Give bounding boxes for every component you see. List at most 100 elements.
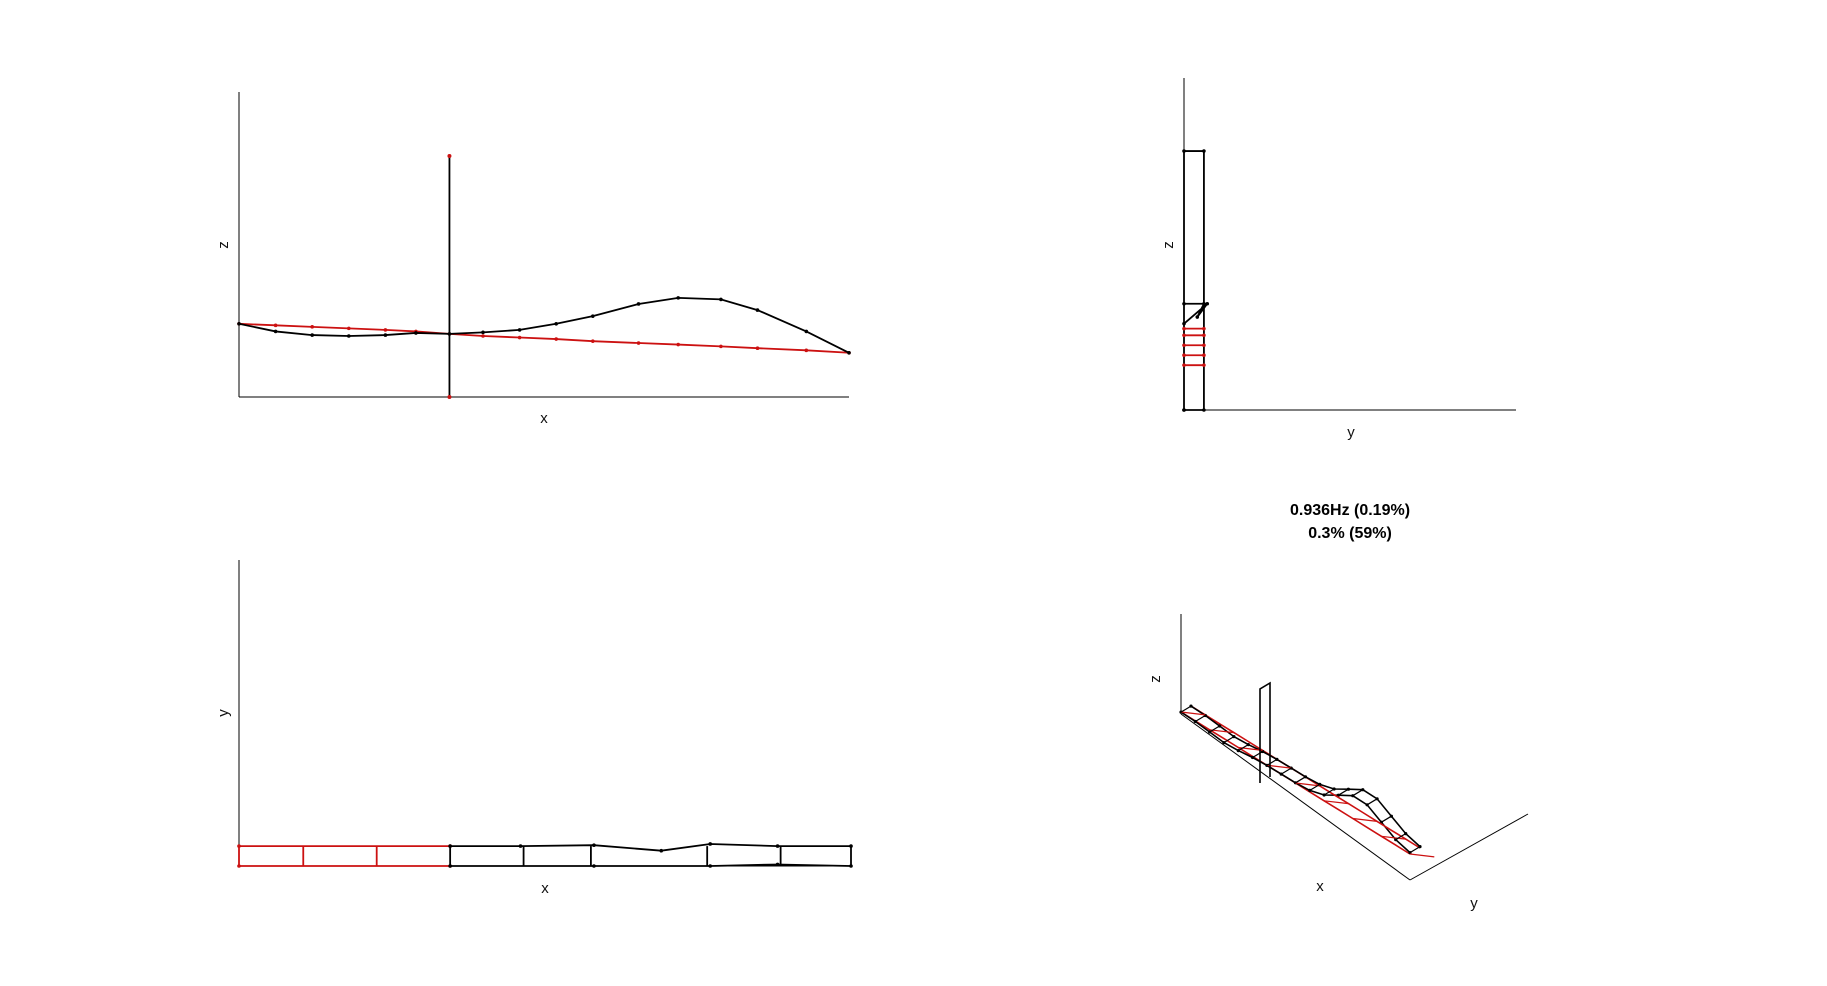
xy-deformed-series-2-point [775, 844, 780, 848]
iso-deformed-rung [1252, 750, 1263, 759]
xz-deformed-series-1-point [414, 331, 418, 335]
yz-xlabel: y [1347, 424, 1355, 441]
xz-deformed-series-1-point [347, 334, 351, 338]
xz-undeformed-series-0-point [481, 334, 485, 338]
xz-deformed-series-1-point [755, 308, 760, 312]
iso-deformed-rung [1381, 815, 1392, 823]
iso-y-axis [1409, 813, 1529, 881]
xy-deformed-series-2-point [659, 848, 664, 853]
yz-undeformed-series-6-point [1202, 326, 1206, 331]
figure-title-line-1: 0.936Hz (0.19%) [1290, 502, 1410, 519]
figure-title-line-2: 0.3% (59%) [1308, 525, 1392, 542]
iso-mast [1259, 681, 1271, 783]
yz-undeformed-series-3-point [1202, 353, 1206, 358]
xz-deformed-series-1-point [517, 328, 522, 332]
xz-deformed-series-1-point [481, 330, 485, 335]
iso-deformed-rung [1395, 833, 1407, 841]
yz-undeformed-series-3-point [1182, 353, 1186, 358]
yz-deformed-series-0-point [1202, 149, 1206, 153]
iso-deformed-rung [1266, 758, 1278, 766]
iso-deformed-rung [1295, 776, 1306, 784]
xy-deformed-series-3-point [708, 864, 713, 868]
xz-undeformed-series-0-point [517, 335, 522, 340]
xz-xlabel: x [540, 410, 548, 427]
iso-deformed-rung [1180, 705, 1192, 713]
iso-deformed-rung [1309, 783, 1321, 791]
xz-undeformed-series-0-point [347, 326, 351, 331]
iso-x-axis [1180, 713, 1411, 881]
iso-undeformed-brace [1266, 764, 1292, 769]
yz-deformed-series-1-point [1205, 301, 1210, 306]
xz-undeformed-series-0-point [383, 328, 388, 332]
iso-deformed-rung [1237, 744, 1249, 752]
xz-deformed-series-1-point [719, 297, 723, 302]
iso-series-group [1179, 681, 1435, 858]
yz-panel: y z [1160, 78, 1516, 441]
xz-series-group [237, 154, 851, 399]
xz-undeformed-series-0-point [310, 325, 315, 329]
xy-deformed-series-3-point [775, 862, 780, 867]
yz-undeformed-series-4-point [1202, 343, 1206, 348]
yz-deformed-series-0 [1183, 150, 1205, 411]
iso-undeformed-brace [1180, 711, 1206, 716]
xz-deformed-series-1-point [804, 329, 809, 334]
iso-undeformed-brace [1324, 800, 1349, 805]
iso-deformed-rung [1352, 789, 1364, 797]
xy-series-group [237, 842, 853, 868]
xz-deformed-series-1-point [237, 322, 241, 326]
yz-undeformed-series-2-point [1182, 363, 1186, 367]
yz-undeformed-series-5-point [1202, 333, 1206, 338]
yz-deformed-series-0-point [1202, 408, 1206, 412]
yz-undeformed-series-6-point [1182, 326, 1186, 331]
iso-deformed-rung [1209, 725, 1220, 733]
xz-panel: x z [215, 92, 851, 427]
xz-deformed-series-1-point [554, 322, 558, 326]
iso-deformed-rung [1280, 767, 1292, 775]
yz-deformed-series-1-point [1202, 301, 1206, 306]
yz-undeformed-series-2-point [1202, 363, 1206, 367]
xz-undeformed-series-0-point [719, 344, 723, 349]
xz-undeformed-series-0-point [273, 323, 278, 328]
xy-deformed-series-3-point [592, 864, 596, 868]
xz-deformed-series-1-point [383, 333, 388, 337]
iso-ylabel: y [1470, 895, 1478, 912]
yz-deformed-series-1-point [1182, 301, 1186, 306]
yz-deformed-series-0-point [1182, 408, 1186, 412]
iso-panel: x y z [1147, 614, 1529, 912]
xz-deformed-series-1-point [591, 314, 595, 318]
xz-deformed-series-1-point [273, 329, 278, 334]
iso-deformed-rung [1366, 798, 1378, 806]
yz-undeformed-series-5-point [1182, 333, 1186, 338]
iso-undeformed-brace [1381, 835, 1406, 840]
xy-deformed-series-2-point [592, 843, 596, 847]
xz-deformed-series-1-point [676, 296, 680, 300]
iso-xlabel: x [1316, 878, 1324, 895]
xz-deformed-series-1-point [310, 333, 315, 337]
xy-deformed-series-2-point [518, 844, 523, 848]
iso-zlabel: z [1147, 675, 1164, 683]
xy-deformed-series-2-point [708, 842, 713, 846]
xz-undeformed-series-0-point [676, 342, 680, 347]
xz-mast-top-point [447, 154, 452, 159]
xz-deformed-series-1 [238, 296, 850, 354]
xz-undeformed-series-0-point [554, 337, 558, 341]
iso-undeformed-brace [1295, 782, 1320, 787]
iso-deformed-rung [1223, 736, 1235, 744]
yz-deformed-series-0-point [1182, 149, 1186, 153]
xz-deformed-series-1-point [636, 302, 641, 306]
yz-ylabel: z [1160, 241, 1177, 249]
xz-undeformed-series-0-point [591, 339, 595, 343]
iso-undeformed-brace [1352, 817, 1378, 822]
iso-deformed-rung [1323, 788, 1335, 796]
yz-deformed-series-1-point [1182, 321, 1186, 326]
xy-panel: x y [215, 560, 853, 897]
xz-undeformed-series-0-point [755, 346, 760, 351]
xz-ylabel: z [215, 241, 232, 249]
yz-deformed-series-1-point [1195, 315, 1200, 319]
iso-deformed-rung [1338, 788, 1349, 796]
iso-deformed-rung [1194, 714, 1206, 723]
yz-undeformed-series-4-point [1182, 343, 1186, 348]
xz-undeformed-series-0-point [804, 348, 809, 353]
xy-ylabel: y [215, 709, 232, 717]
